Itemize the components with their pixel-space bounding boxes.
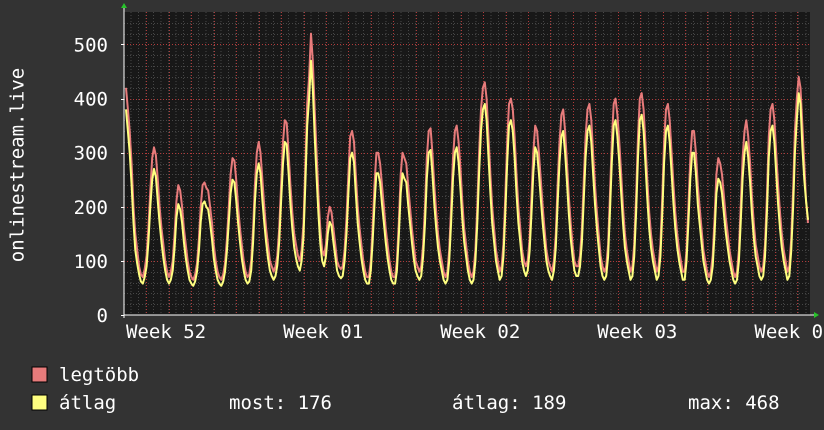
legend-swatch-avg xyxy=(31,394,48,411)
stat-atlag: átlag: 189 xyxy=(452,392,566,414)
axes xyxy=(121,3,819,318)
y-tick-label: 500 xyxy=(74,34,108,56)
y-tick-label: 300 xyxy=(74,143,108,165)
y-tick-labels: 0 100 200 300 400 500 xyxy=(74,34,108,327)
x-tick-label: Week 52 xyxy=(126,321,206,343)
legend: legtöbb átlag most: 176 átlag: 189 max: … xyxy=(31,364,780,414)
series-line-max xyxy=(125,32,809,281)
x-tick-labels: Week 52 Week 01 Week 02 Week 03 Week 0 xyxy=(126,321,823,343)
y-tick-label: 200 xyxy=(74,197,108,219)
legend-label-avg: átlag xyxy=(59,392,116,414)
x-axis-arrow-icon xyxy=(814,312,819,318)
stat-max: max: 468 xyxy=(688,392,780,414)
x-tick-label: Week 02 xyxy=(440,321,520,343)
series-layer xyxy=(125,32,809,287)
y-axis-label: onlinestream.live xyxy=(7,68,29,262)
y-tick-label: 400 xyxy=(74,89,108,111)
y-tick-label: 0 xyxy=(97,305,108,327)
x-tick-label: Week 03 xyxy=(597,321,677,343)
legend-label-max: legtöbb xyxy=(59,364,139,386)
stat-most: most: 176 xyxy=(229,392,332,414)
series-line-avg xyxy=(125,59,809,287)
x-tick-label: Week 01 xyxy=(283,321,363,343)
x-tick-label: Week 0 xyxy=(754,321,823,343)
legend-swatch-max xyxy=(31,366,48,383)
y-tick-label: 100 xyxy=(74,251,108,273)
y-axis-arrow-icon xyxy=(121,3,127,8)
